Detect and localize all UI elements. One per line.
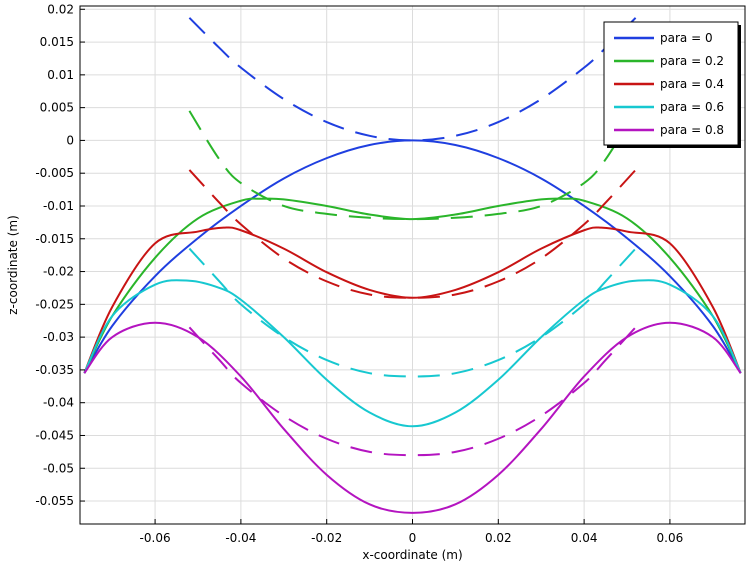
y-tick-label: -0.05 [43, 461, 74, 475]
series-solid-line [83, 139, 742, 374]
y-axis-title: z-coordinate (m) [6, 215, 20, 315]
y-tick-label: -0.035 [35, 363, 74, 377]
series-dashed-line [188, 110, 637, 221]
y-axis: 0.02 0.015 0.01 0.005 0 -0.005 -0.01 -0.015 -0.0… [35, 2, 85, 508]
x-tick-label: -0.06 [140, 531, 171, 545]
series-dashed-line [188, 326, 637, 457]
legend-label: para = 0.8 [660, 123, 724, 137]
series-1 [83, 110, 742, 374]
y-tick-label: -0.04 [43, 396, 74, 410]
series-solid-line [83, 321, 742, 514]
series-0 [83, 17, 742, 374]
x-tick-label: -0.02 [311, 531, 342, 545]
x-tick-label: -0.04 [225, 531, 256, 545]
legend-label: para = 0.4 [660, 77, 724, 91]
x-axis: -0.06 -0.04 -0.02 0 0.02 0.04 0.06 [140, 519, 684, 545]
legend-label: para = 0.2 [660, 54, 724, 68]
x-tick-label: 0.04 [571, 531, 598, 545]
y-tick-label: -0.045 [35, 428, 74, 442]
y-tick-label: 0.015 [40, 35, 74, 49]
legend-label: para = 0.6 [660, 100, 724, 114]
y-tick-label: -0.005 [35, 166, 74, 180]
y-tick-label: 0 [66, 133, 74, 147]
y-tick-label: -0.015 [35, 232, 74, 246]
y-tick-label: -0.03 [43, 330, 74, 344]
y-tick-label: -0.025 [35, 297, 74, 311]
series-solid-line [83, 279, 742, 428]
series-2 [83, 169, 742, 374]
legend: para = 0 para = 0.2 para = 0.4 para = 0.6 pa… [603, 21, 741, 148]
grid-lines [80, 6, 745, 524]
series-dashed-line [188, 17, 637, 142]
series-3 [83, 247, 742, 428]
x-tick-label: 0 [409, 531, 417, 545]
series-layer [83, 17, 742, 514]
legend-label: para = 0 [660, 31, 713, 45]
series-solid-line [83, 197, 742, 374]
y-tick-label: -0.02 [43, 265, 74, 279]
y-tick-label: 0.005 [40, 101, 74, 115]
y-tick-label: 0.02 [47, 2, 74, 16]
y-tick-label: 0.01 [47, 68, 74, 82]
y-tick-label: -0.055 [35, 494, 74, 508]
series-dashed-line [188, 247, 637, 378]
series-4 [83, 321, 742, 514]
series-solid-line [83, 226, 742, 374]
y-tick-label: -0.01 [43, 199, 74, 213]
x-tick-label: 0.02 [485, 531, 512, 545]
series-dashed-line [188, 169, 637, 299]
x-axis-title: x-coordinate (m) [362, 548, 462, 562]
x-tick-label: 0.06 [657, 531, 684, 545]
